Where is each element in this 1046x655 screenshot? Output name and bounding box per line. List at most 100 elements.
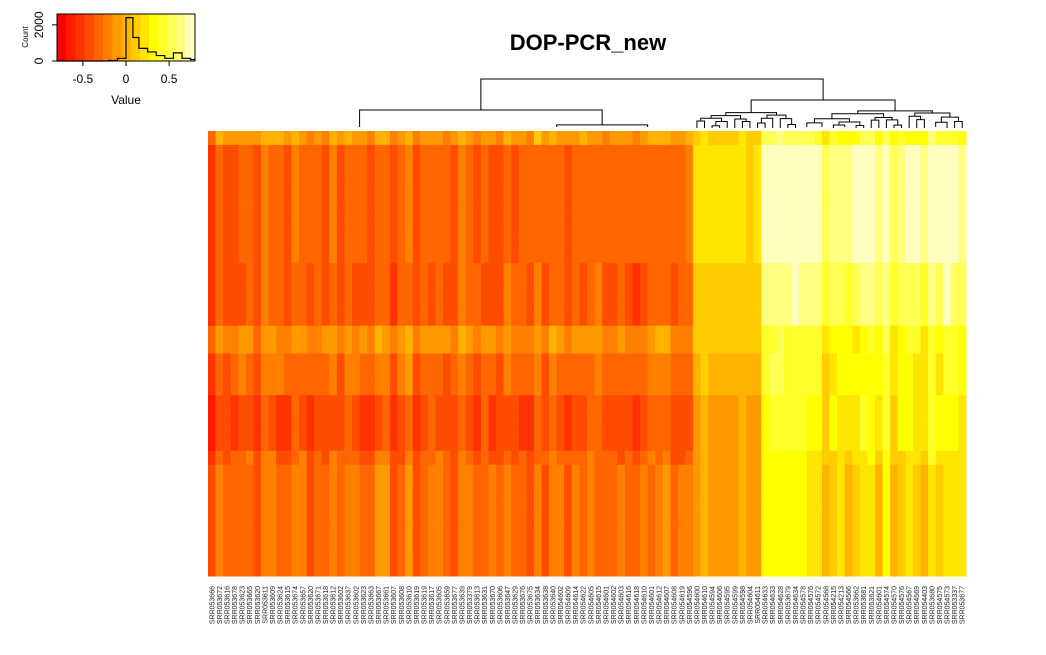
heatmap-cell (435, 242, 444, 250)
heatmap-cell (579, 311, 588, 320)
heatmap-cell (518, 457, 527, 466)
heatmap-cell (791, 429, 800, 438)
heatmap-cell (731, 374, 740, 382)
heatmap-cell (238, 270, 247, 278)
heatmap-cell (897, 360, 906, 368)
heatmap-cell (935, 221, 944, 229)
heatmap-cell (867, 200, 876, 208)
heatmap-cell (541, 429, 550, 438)
heatmap-cell (344, 311, 353, 320)
heatmap-cell (405, 242, 414, 250)
heatmap-cell (829, 304, 838, 313)
heatmap-cell (723, 283, 732, 292)
heatmap-cell (784, 395, 793, 403)
heatmap-cell (579, 277, 588, 285)
heatmap-cell (450, 443, 459, 452)
heatmap-cell (458, 443, 467, 452)
heatmap-cell (230, 339, 239, 348)
heatmap-cell (389, 158, 398, 167)
heatmap-cell (859, 186, 868, 195)
color-key-band (167, 14, 177, 61)
heatmap-cell (897, 193, 906, 202)
heatmap-cell (799, 221, 808, 229)
heatmap-cell (571, 221, 580, 229)
heatmap-cell (662, 443, 671, 452)
heatmap-cell (693, 290, 702, 299)
heatmap-cell (662, 235, 671, 243)
heatmap-cell (624, 214, 633, 222)
heatmap-cell (579, 242, 588, 250)
heatmap-cell (943, 137, 952, 146)
heatmap-cell (389, 409, 398, 417)
heatmap-cell (526, 165, 535, 174)
heatmap-cell (298, 450, 308, 459)
heatmap-cell (427, 256, 436, 264)
heatmap-cell (700, 131, 709, 139)
heatmap-cell (549, 179, 558, 188)
heatmap-cell (844, 388, 853, 396)
heatmap-cell (814, 158, 823, 167)
heatmap-cell (556, 374, 565, 382)
heatmap-cell (541, 311, 550, 320)
heatmap-cell (549, 436, 558, 445)
heatmap-cell (306, 388, 315, 396)
heatmap-cell (806, 429, 815, 438)
heatmap-cell (518, 193, 527, 202)
heatmap-cell (609, 325, 618, 334)
heatmap-cell (708, 235, 717, 243)
heatmap-cell (321, 325, 330, 334)
heatmap-cell (912, 193, 922, 202)
heatmap-cell (882, 207, 891, 215)
heatmap-cell (647, 165, 656, 174)
heatmap-cell (768, 367, 777, 375)
heatmap-cell (837, 318, 846, 327)
heatmap-cell (814, 179, 823, 188)
heatmap-cell (791, 297, 800, 306)
heatmap-cell (261, 270, 270, 278)
heatmap-cell (382, 200, 391, 208)
heatmap-cell (905, 242, 914, 250)
heatmap-cell (435, 409, 444, 417)
heatmap-cell (541, 137, 550, 146)
heatmap-cell (837, 158, 846, 167)
heatmap-cell (564, 158, 573, 167)
heatmap-cell (420, 304, 429, 313)
heatmap-cell (738, 221, 747, 229)
heatmap-cell (465, 311, 474, 320)
heatmap-cell (321, 423, 330, 431)
heatmap-cell (223, 409, 232, 417)
heatmap-cell (829, 436, 838, 445)
heatmap-cell (314, 256, 323, 264)
heatmap-cell (374, 200, 383, 208)
heatmap-cell (450, 207, 459, 215)
heatmap-cell (283, 256, 292, 264)
heatmap-cell (298, 256, 308, 264)
heatmap-cell (791, 339, 800, 348)
heatmap-cell (344, 457, 353, 466)
heatmap-cell (632, 388, 641, 396)
heatmap-cell (897, 339, 906, 348)
heatmap-cell (685, 304, 694, 313)
heatmap-cell (723, 165, 732, 174)
heatmap-cell (480, 374, 489, 382)
heatmap-cell (208, 360, 217, 368)
heatmap-cell (746, 443, 755, 452)
heatmap-cell (276, 395, 285, 403)
heatmap-cell (298, 242, 308, 250)
heatmap-cell (859, 200, 868, 208)
heatmap-cell (677, 381, 687, 389)
heatmap-cell (761, 464, 770, 473)
heatmap-cell (298, 249, 308, 257)
dendrogram-branch (940, 116, 959, 123)
heatmap-cell (329, 256, 338, 264)
heatmap-cell (761, 388, 770, 396)
heatmap-cell (829, 388, 838, 396)
heatmap-cell (905, 144, 914, 153)
heatmap-cell (768, 131, 777, 139)
heatmap-cell (875, 374, 884, 382)
heatmap-cell (488, 374, 497, 382)
heatmap-cell (844, 395, 853, 403)
heatmap-cell (761, 235, 770, 243)
heatmap-cell (928, 137, 937, 146)
heatmap-cell (245, 221, 254, 229)
